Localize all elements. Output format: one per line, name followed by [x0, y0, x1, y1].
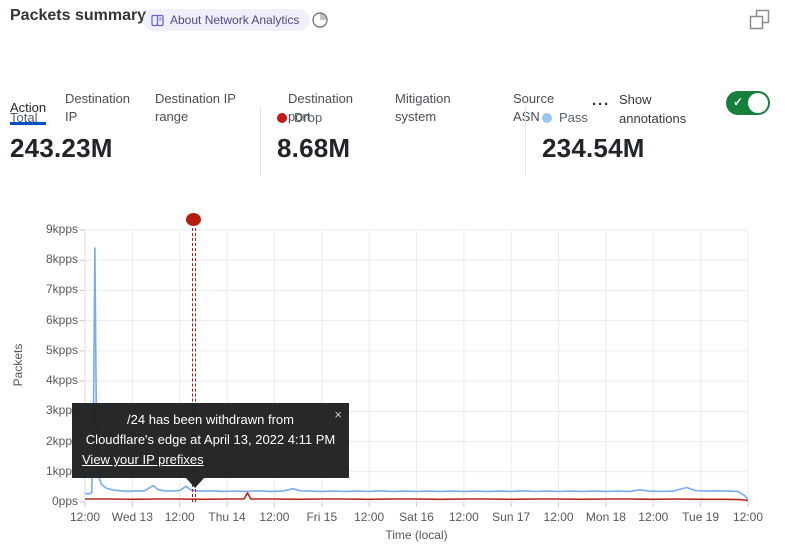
tab-source-asn[interactable]: Source ASN: [513, 90, 573, 126]
x-tick-label: Sat 16: [399, 510, 434, 524]
x-tick-label: 12:00: [164, 510, 195, 524]
tab-label: Destination IP: [65, 91, 131, 124]
tab-label: Mitigation system: [395, 91, 451, 124]
x-tick-label: Wed 13: [111, 510, 153, 524]
x-tick-label: 12:00: [732, 510, 764, 524]
x-tick-label: Mon 18: [585, 510, 626, 524]
tab-label: Destination IP range: [155, 91, 236, 124]
stat-divider: [260, 106, 261, 176]
legend-dot-drop: [277, 112, 287, 123]
x-tick-label: Fri 15: [306, 510, 338, 524]
tooltip-text-line1: /24 has been withdrawn from: [127, 412, 294, 427]
y-tick-label: 2kpps: [45, 433, 78, 448]
y-tick-label: 5kpps: [45, 342, 78, 357]
check-icon: ✓: [733, 95, 744, 109]
y-tick-label: 0pps: [51, 494, 78, 508]
tab-mitigation-system[interactable]: Mitigation system: [395, 90, 479, 126]
show-annotations-toggle[interactable]: ✓: [726, 91, 770, 115]
x-tick-label: 12:00: [448, 510, 479, 524]
tab-destination-port[interactable]: Destination port: [288, 90, 370, 126]
y-tick-label: 6kpps: [45, 312, 78, 327]
y-tick-label: 7kpps: [45, 282, 78, 297]
x-axis-title: Time (local): [385, 528, 448, 542]
y-tick-label: 9kpps: [45, 222, 78, 236]
tab-action[interactable]: Action: [10, 99, 62, 125]
stat-total: Total 243.23M: [10, 110, 113, 164]
x-tick-label: 12:00: [69, 510, 101, 524]
filter-tabs: ··· Show annotations ✓ Action Destination…: [0, 44, 785, 126]
stat-pass: Pass 234.54M: [542, 110, 645, 164]
annotation-tooltip: × /24 has been withdrawn from Cloudflare…: [72, 403, 349, 488]
tab-label: Destination port: [288, 91, 354, 124]
plot-area[interactable]: [80, 229, 749, 507]
tooltip-pointer: [186, 478, 204, 488]
x-tick-label: 12:00: [638, 510, 669, 524]
tab-destination-ip-range[interactable]: Destination IP range: [155, 90, 252, 126]
tab-label: Source ASN: [513, 91, 555, 124]
legend-dot-pass: [542, 112, 552, 123]
show-annotations-label: Show annotations: [619, 92, 687, 126]
about-badge-label: About Network Analytics: [170, 13, 300, 27]
tab-destination-ip[interactable]: Destination IP: [65, 90, 145, 126]
stats-row: Total 243.23M Drop 8.68M Pass 234.54M: [0, 104, 785, 184]
x-tick-label: Sun 17: [492, 510, 531, 524]
annotation-marker-dot[interactable]: [186, 213, 202, 226]
clock-icon[interactable]: [310, 10, 330, 30]
stat-drop: Drop 8.68M: [277, 110, 350, 164]
toggle-knob: [748, 93, 768, 113]
y-tick-label: 8kpps: [45, 252, 78, 267]
stat-value: 234.54M: [542, 133, 645, 163]
stat-divider: [525, 106, 526, 176]
x-tick-label: 12:00: [354, 510, 385, 524]
restore-window-icon[interactable]: [748, 8, 772, 31]
x-tick-label: Tue 19: [682, 510, 720, 524]
annotation-dashed-line: [191, 228, 196, 502]
stat-value: 8.68M: [277, 133, 351, 163]
series-line-drop: [85, 492, 749, 502]
x-tick-label: 12:00: [259, 510, 290, 524]
x-tick-label: Thu 14: [208, 510, 246, 524]
close-icon[interactable]: ×: [334, 407, 342, 422]
stat-label: Drop: [294, 110, 323, 125]
book-icon: [151, 14, 164, 26]
packets-chart: Packets Time (local) × /24 has been with…: [0, 195, 785, 555]
y-tick-label: 3kpps: [45, 403, 78, 418]
tooltip-text-line2: Cloudflare's edge at April 13, 2022 4:11…: [85, 432, 336, 447]
view-ip-prefixes-link[interactable]: View your IP prefixes: [82, 452, 204, 467]
x-tick-label: 12:00: [543, 510, 574, 524]
tab-label: Action: [10, 99, 47, 125]
stat-value: 243.23M: [10, 133, 113, 163]
stat-label: Total: [10, 110, 38, 125]
more-tabs-button[interactable]: ···: [592, 96, 610, 113]
series-line-pass: [84, 247, 749, 501]
page-title: Packets summary: [10, 7, 147, 24]
y-tick-label: 1kpps: [45, 463, 78, 478]
about-network-analytics-badge[interactable]: About Network Analytics: [143, 9, 311, 31]
y-tick-label: 4kpps: [45, 373, 78, 388]
stat-label: Pass: [559, 110, 588, 125]
